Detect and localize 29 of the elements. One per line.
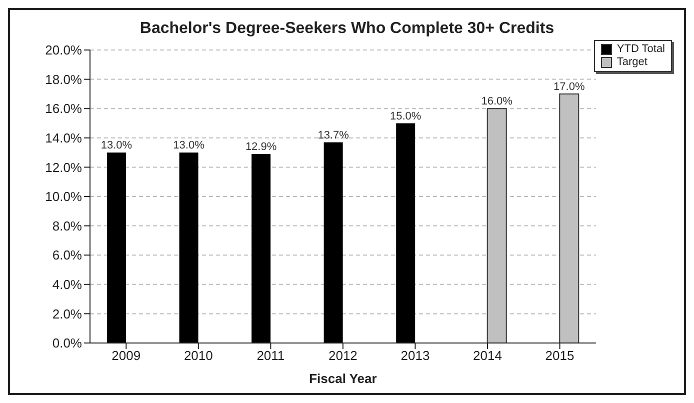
- data-label: 13.0%: [100, 140, 132, 152]
- x-tick-label: 2014: [473, 348, 502, 364]
- y-tick-label: 8.0%: [52, 218, 82, 234]
- x-tick-label: 2013: [400, 348, 430, 364]
- data-label: 13.0%: [173, 140, 205, 152]
- chart-title: Bachelor's Degree-Seekers Who Complete 30+ Credits: [138, 20, 556, 38]
- y-tick-label: 14.0%: [45, 130, 82, 146]
- data-label: 13.7%: [318, 129, 350, 142]
- data-label: 16.0%: [481, 96, 513, 108]
- legend-label: Target: [616, 56, 648, 69]
- y-tick-label: 0.0%: [52, 336, 82, 351]
- y-tick-label: 16.0%: [45, 101, 82, 116]
- x-tick-label: 2009: [112, 348, 141, 364]
- x-axis-title: Fiscal Year: [309, 371, 377, 386]
- legend-label: YTD Total: [616, 43, 665, 56]
- y-tick-label: 2.0%: [52, 306, 82, 322]
- x-tick-label: 2012: [328, 348, 358, 364]
- y-tick-label: 18.0%: [45, 72, 82, 87]
- y-tick-label: 20.0%: [45, 42, 82, 58]
- x-tick-label: 2015: [545, 348, 574, 364]
- data-label: 15.0%: [390, 110, 422, 122]
- data-label: 17.0%: [554, 80, 585, 93]
- x-tick-label: 2010: [184, 348, 213, 364]
- y-tick-label: 10.0%: [45, 189, 82, 204]
- y-tick-label: 6.0%: [52, 248, 82, 263]
- y-tick-label: 4.0%: [52, 277, 82, 292]
- x-tick-label: 2011: [256, 348, 285, 364]
- y-tick-label: 12.0%: [45, 160, 82, 175]
- data-label: 12.9%: [245, 141, 277, 154]
